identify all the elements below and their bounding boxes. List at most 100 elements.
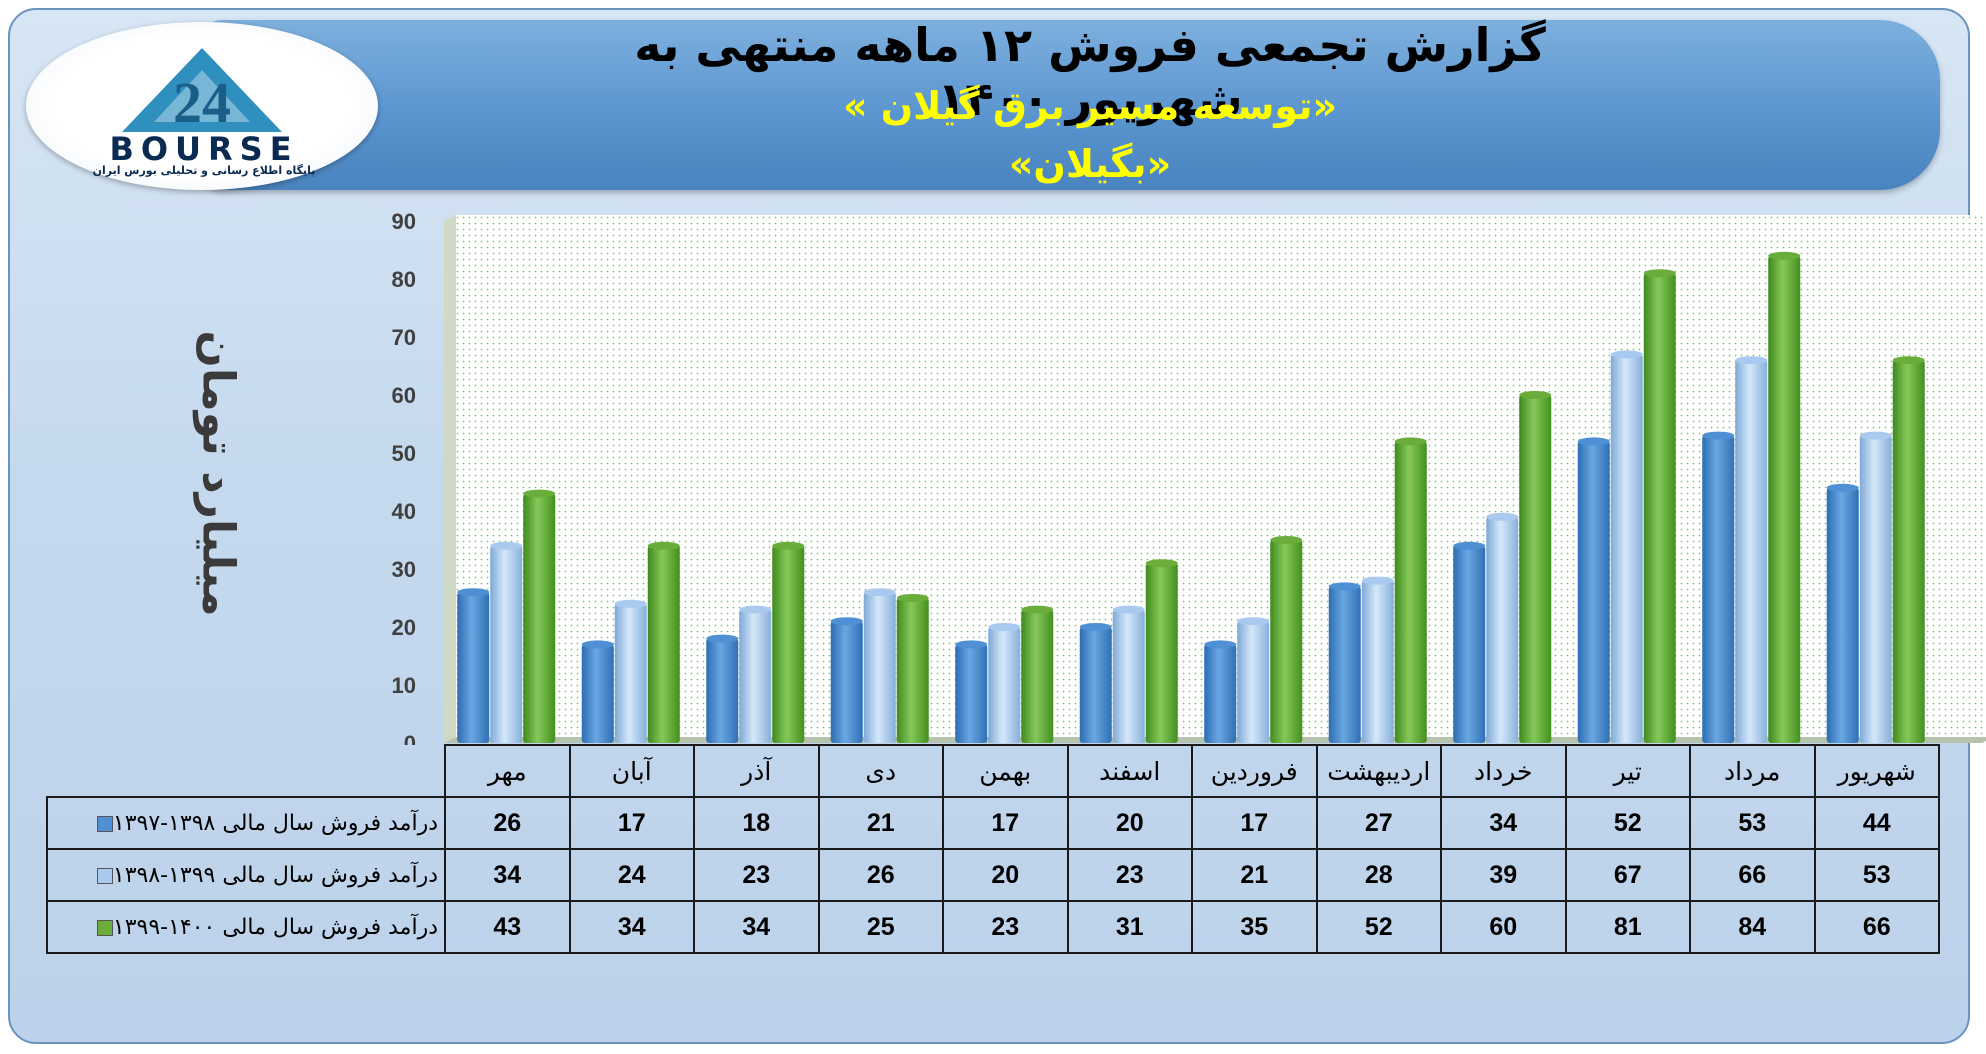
- legend-label: درآمد فروش سال مالی ۱۴۰۰-۱۳۹۹: [112, 914, 438, 940]
- bar-series1-10: [1702, 435, 1735, 743]
- bar-cap-series2-9: [1610, 350, 1643, 359]
- legend-key-icon: [96, 867, 113, 884]
- title-banner: [200, 20, 1940, 190]
- bar-series1-3: [830, 621, 863, 743]
- chart-side-wall: [444, 215, 456, 743]
- x-tick-label: مهر: [444, 744, 571, 798]
- bar-cap-series2-10: [1735, 356, 1768, 365]
- bar-series2-11: [1859, 435, 1892, 743]
- y-tick-label: 90: [392, 209, 416, 234]
- bar-cap-series1-8: [1453, 541, 1486, 550]
- data-label: 21: [817, 796, 944, 850]
- bar-series3-4: [1021, 609, 1054, 743]
- bar-cap-series1-2: [706, 634, 739, 643]
- bar-series3-7: [1394, 441, 1427, 743]
- y-tick-label: 30: [392, 557, 416, 582]
- data-label: 81: [1564, 900, 1691, 954]
- data-label: 52: [1315, 900, 1442, 954]
- table-corner: [47, 745, 446, 797]
- bar-cap-series3-8: [1519, 391, 1552, 399]
- bar-series2-1: [614, 603, 647, 743]
- bar-series2-0: [490, 545, 523, 743]
- bar-series1-9: [1577, 441, 1610, 743]
- x-tick-label: آذر: [693, 744, 820, 798]
- data-label: 67: [1564, 848, 1691, 902]
- y-tick-label: 50: [392, 441, 416, 466]
- bar-series1-8: [1453, 545, 1486, 743]
- bar-series3-9: [1643, 273, 1676, 743]
- data-label: 17: [568, 796, 695, 850]
- bar-cap-series3-6: [1270, 536, 1303, 544]
- x-tick-label: شهریور: [1813, 744, 1940, 798]
- bar-cap-series2-8: [1486, 512, 1519, 521]
- y-tick-label: 60: [392, 383, 416, 408]
- table-row: درآمد فروش سال مالی ۱۳۹۸-۱۳۹۷ 26 17 18 21 17 2…: [46, 796, 1940, 850]
- data-label: 28: [1315, 848, 1442, 902]
- logo-wordmark: BOURSE: [109, 130, 299, 168]
- data-label: 52: [1564, 796, 1691, 850]
- table-row: درآمد فروش سال مالی ۱۳۹۹-۱۳۹۸ 34 24 23 26 20 2…: [46, 848, 1940, 902]
- data-label: 44: [1813, 796, 1940, 850]
- data-label: 23: [942, 900, 1069, 954]
- logo-tagline: پایگاه اطلاع رسانی و تحلیلی بورس ایران: [92, 164, 316, 177]
- bar-series3-1: [647, 545, 680, 743]
- data-label: 34: [568, 900, 695, 954]
- bar-series3-2: [772, 545, 805, 743]
- data-label: 23: [693, 848, 820, 902]
- bar-cap-series3-10: [1768, 251, 1801, 260]
- data-label: 26: [444, 796, 571, 850]
- bar-cap-series3-11: [1892, 356, 1925, 365]
- x-tick-label: بهمن: [942, 744, 1069, 798]
- bar-cap-series3-7: [1394, 437, 1427, 446]
- y-tick-label: 10: [392, 673, 416, 698]
- bar-cap-series3-0: [523, 489, 556, 498]
- data-label: 21: [1191, 848, 1318, 902]
- legend-entry-series2: درآمد فروش سال مالی ۱۳۹۹-۱۳۹۸: [46, 848, 446, 902]
- bar-series1-2: [706, 638, 739, 743]
- bar-series3-3: [896, 598, 929, 743]
- data-label: 24: [568, 848, 695, 902]
- bar-series2-2: [739, 609, 772, 743]
- bar-cap-series3-4: [1021, 605, 1054, 614]
- data-label: 39: [1440, 848, 1567, 902]
- data-label: 18: [693, 796, 820, 850]
- data-label: 27: [1315, 796, 1442, 850]
- bar-series3-8: [1519, 395, 1552, 743]
- x-tick-label: فروردین: [1191, 744, 1318, 798]
- chart-title: گزارش تجمعی فروش ۱۲ ماهه منتهی به شهریور…: [634, 18, 1546, 126]
- data-label: 34: [444, 848, 571, 902]
- data-label: 31: [1066, 900, 1193, 954]
- bar-cap-series1-3: [830, 617, 863, 626]
- bar-chart: 0 10 20 30 40 50 60 70 80 90: [392, 209, 1986, 745]
- x-tick-label: اسفند: [1066, 744, 1193, 798]
- bar-series3-5: [1145, 563, 1178, 743]
- data-label: 20: [942, 848, 1069, 902]
- x-tick-label: خرداد: [1440, 744, 1567, 798]
- logo-mark-number: 24: [173, 70, 231, 135]
- bar-cap-series1-11: [1826, 483, 1859, 492]
- data-label: 60: [1440, 900, 1567, 954]
- bar-series1-0: [457, 592, 490, 743]
- bar-series2-3: [863, 592, 896, 743]
- bar-cap-series1-1: [581, 640, 614, 649]
- bar-series2-8: [1486, 516, 1519, 743]
- data-label: 43: [444, 900, 571, 954]
- data-label: 66: [1813, 900, 1940, 954]
- bar-cap-series3-2: [772, 541, 805, 550]
- data-label: 23: [1066, 848, 1193, 902]
- stock-symbol: «بگیلان»: [1008, 142, 1172, 186]
- data-label: 25: [817, 900, 944, 954]
- bar-cap-series2-0: [490, 541, 523, 550]
- table-row: درآمد فروش سال مالی ۱۴۰۰-۱۳۹۹ 43 34 34 25 23 3…: [46, 900, 1940, 954]
- legend-label: درآمد فروش سال مالی ۱۳۹۹-۱۳۹۸: [112, 862, 438, 888]
- bar-cap-series1-9: [1577, 437, 1610, 446]
- data-label: 84: [1689, 900, 1816, 954]
- legend-entry-series1: درآمد فروش سال مالی ۱۳۹۸-۱۳۹۷: [46, 796, 446, 850]
- bar-cap-series3-1: [647, 541, 680, 550]
- bar-series1-11: [1826, 487, 1859, 743]
- x-tick-label: دی: [817, 744, 944, 798]
- bar-series2-5: [1112, 609, 1145, 743]
- y-tick-label: 40: [392, 499, 416, 524]
- y-tick-label: 80: [392, 267, 416, 292]
- data-label: 35: [1191, 900, 1318, 954]
